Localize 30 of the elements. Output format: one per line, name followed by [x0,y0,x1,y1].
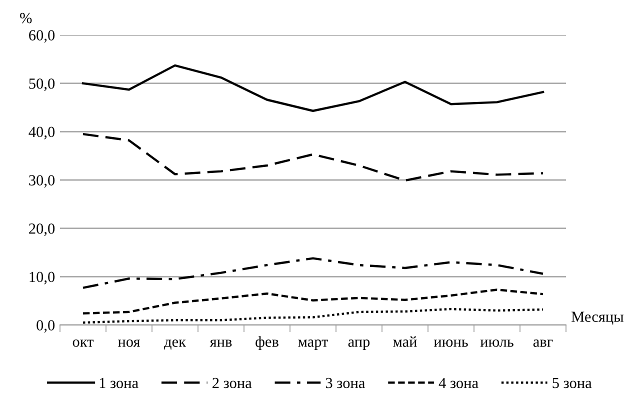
x-tick-label: май [393,336,417,347]
y-axis-title: % [20,12,32,24]
x-tick-label: авг [533,340,553,347]
x-tick-label: янв [210,340,232,347]
y-tick-label: 10,0 [30,272,55,284]
x-tick-label: июль [480,340,514,347]
x-tick-label: окт [72,340,94,347]
y-tick-label: 50,0 [29,78,55,91]
x-tick-label: ноя [118,340,140,347]
legend-label: 5 зона [552,378,592,388]
line-series [82,257,544,289]
x-tick-label: апр [348,340,370,350]
y-tick-label: 30,0 [29,175,55,188]
x-tick-label: дек [164,340,186,350]
line-series [82,132,544,182]
y-tick-label: 40,0 [28,126,55,140]
line-series [82,308,544,324]
legend-label: 4 зона [438,378,478,388]
line-series [82,64,544,112]
x-tick-label: июнь [434,340,468,347]
x-tick-label: март [298,340,328,350]
x-axis-title: Месяцы [572,312,624,325]
legend-label: 2 зона [212,378,252,388]
legend-label: 1 зона [100,378,138,388]
x-tick-label: фев [256,336,278,350]
y-tick-label: 0,0 [36,320,55,333]
line-series [82,288,544,315]
y-tick-label: 60,0 [29,30,55,43]
y-tick-label: 20,0 [29,223,55,236]
legend-label: 3 зона [326,378,365,388]
